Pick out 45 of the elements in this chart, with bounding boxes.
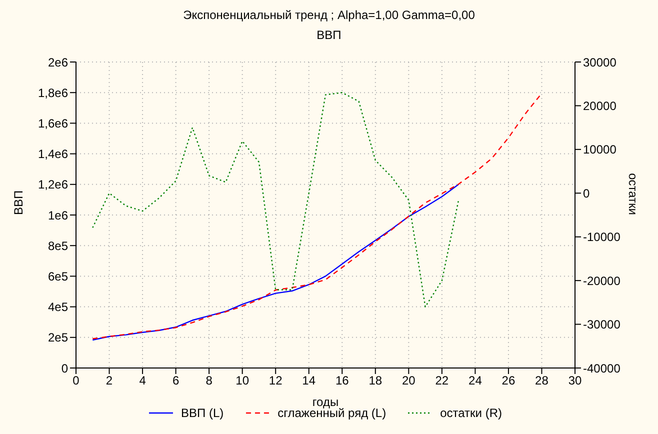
y-tick-label: 6e5 xyxy=(48,269,68,284)
y-tick-label: 1e6 xyxy=(48,208,68,222)
x-tick-label: 8 xyxy=(206,374,213,388)
x-tick-label: 12 xyxy=(268,374,283,388)
y-tick-label: 1,8e6 xyxy=(38,86,68,100)
x-tick-label: 22 xyxy=(435,374,449,388)
y2-tick-label: -30000 xyxy=(583,318,621,332)
y-tick-label: 1,4e6 xyxy=(38,147,68,162)
y-tick-label: 1,2e6 xyxy=(38,178,68,192)
line-series xyxy=(92,92,460,308)
x-tick-label: 4 xyxy=(139,374,146,388)
y2-axis-title: остатки xyxy=(626,173,640,215)
y2-tick-label: 0 xyxy=(583,186,590,200)
legend-label: остатки (R) xyxy=(439,406,502,420)
y2-tick-label: 20000 xyxy=(583,98,617,113)
x-tick-label: 14 xyxy=(302,374,316,388)
x-tick-label: 20 xyxy=(402,374,416,388)
y2-tick-label: -20000 xyxy=(583,274,621,288)
y2-tick-label: -40000 xyxy=(583,361,621,376)
y2-tick-label: -10000 xyxy=(583,230,621,244)
line-series xyxy=(92,184,460,341)
chart-subtitle: ВВП xyxy=(316,28,342,42)
y-tick-label: 1,6e6 xyxy=(38,116,68,130)
x-tick-label: 30 xyxy=(568,374,582,388)
legend-label: ВВП (L) xyxy=(180,406,224,420)
chart-title: Экспоненциальный тренд ; Alpha=1,00 Gamma=0,00 xyxy=(182,8,476,22)
y-axis-title: ВВП xyxy=(11,190,26,215)
x-tick-label: 10 xyxy=(236,374,250,388)
x-tick-label: 26 xyxy=(502,374,516,388)
y-tick-label: 4e5 xyxy=(48,300,68,314)
x-tick-label: 0 xyxy=(72,374,80,388)
x-tick-label: 6 xyxy=(172,374,180,388)
x-tick-label: 16 xyxy=(335,374,350,388)
y-tick-label: 8e5 xyxy=(48,238,68,253)
line-series xyxy=(92,92,542,340)
y-tick-label: 0 xyxy=(61,361,68,376)
y-tick-label: 2e5 xyxy=(48,330,68,345)
x-tick-label: 28 xyxy=(535,374,549,388)
y2-tick-label: 10000 xyxy=(583,142,617,157)
y-tick-label: 2e6 xyxy=(48,55,68,70)
x-axis-title: годы xyxy=(312,395,339,409)
x-tick-label: 18 xyxy=(368,374,382,388)
x-tick-label: 24 xyxy=(468,374,482,388)
y2-tick-label: 30000 xyxy=(583,55,617,70)
x-tick-label: 2 xyxy=(106,374,113,388)
